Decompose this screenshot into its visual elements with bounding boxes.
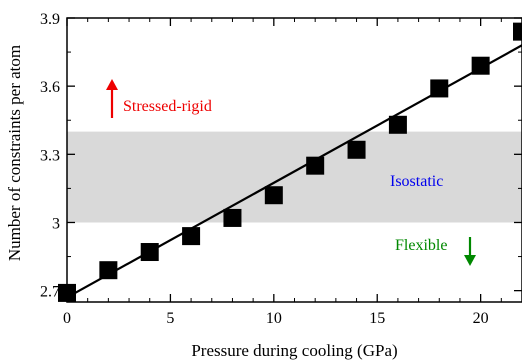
arrow-up-head-icon <box>106 79 118 90</box>
isostatic-label: Isostatic <box>390 173 443 190</box>
isostatic-band <box>67 131 522 223</box>
y-tick-label: 2.7 <box>40 284 60 301</box>
x-axis-title: Pressure during cooling (GPa) <box>191 341 397 360</box>
x-tick-label: 5 <box>166 310 174 327</box>
data-point <box>388 115 407 134</box>
isostatic-band-layer <box>67 131 522 223</box>
data-point <box>264 186 283 205</box>
x-tick-label: 15 <box>369 310 385 327</box>
data-point <box>140 243 159 262</box>
data-point <box>513 22 522 41</box>
y-tick-label: 3.3 <box>40 147 60 164</box>
data-point <box>306 156 325 175</box>
y-axis-title: Number of constraints per atom <box>5 45 24 261</box>
data-point <box>347 140 366 159</box>
y-tick-label: 3 <box>52 215 60 232</box>
axes-layer: 0 5 10 15 20 2.7 3 3.3 3.6 3.9 <box>40 11 522 327</box>
x-tick-label: 0 <box>63 310 71 327</box>
arrow-down-head-icon <box>464 255 476 266</box>
data-points-layer <box>58 22 522 302</box>
stressed-rigid-label: Stressed-rigid <box>123 98 212 115</box>
data-point <box>99 261 118 280</box>
flexible-label: Flexible <box>395 237 447 254</box>
x-tick-label: 10 <box>266 310 282 327</box>
data-point <box>430 79 449 98</box>
y-tick-label: 3.9 <box>40 11 60 28</box>
x-tick-label: 20 <box>473 310 489 327</box>
annotations-layer: Isostatic Stressed-rigid Flexible <box>106 79 476 266</box>
y-tick-label: 3.6 <box>40 79 60 96</box>
data-point <box>471 56 490 75</box>
data-point <box>182 227 201 246</box>
data-point <box>223 208 242 227</box>
